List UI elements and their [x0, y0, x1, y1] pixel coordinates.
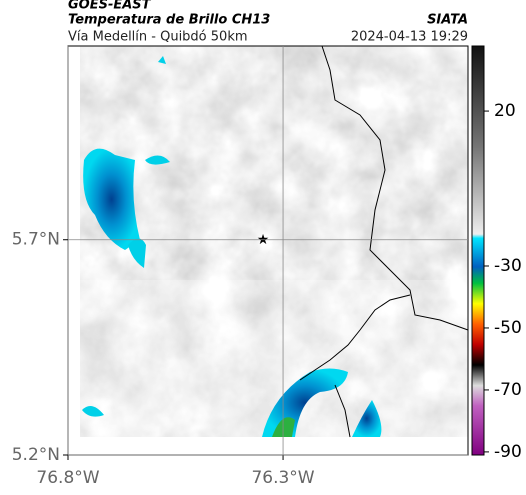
source: SIATA — [427, 13, 468, 28]
colorbar-tick-label: 20 — [494, 101, 516, 121]
colorbar-tick-label: -50 — [494, 318, 522, 338]
datetime: 2024-04-13 19:29 — [351, 30, 468, 45]
satellite: GOES-EAST — [68, 0, 152, 13]
border — [321, 45, 469, 331]
x-tick-label: 76.8°W — [36, 468, 99, 488]
colorbar-tick-label: -90 — [494, 442, 522, 462]
product: Temperatura de Brillo CH13 — [68, 13, 270, 28]
colorbar-tick-label: -70 — [494, 380, 522, 400]
x-tick-label: 76.3°W — [251, 468, 314, 488]
satellite-image — [80, 46, 468, 437]
y-tick-label: 5.7°N — [12, 230, 60, 250]
border — [334, 384, 351, 438]
y-tick-label: 5.2°N — [12, 445, 60, 465]
region: Vía Medellín - Quibdó 50km — [68, 30, 248, 45]
colorbar-tick-label: -30 — [494, 256, 522, 276]
colorbar — [471, 45, 485, 456]
border — [299, 294, 411, 381]
